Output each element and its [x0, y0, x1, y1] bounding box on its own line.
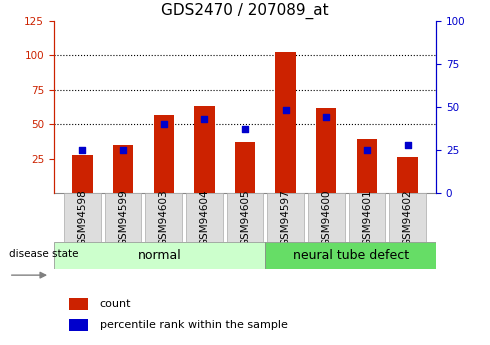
Point — [160, 121, 168, 127]
Bar — [64, 193, 100, 242]
Point — [78, 147, 86, 153]
Bar — [349, 193, 385, 242]
Bar — [153, 115, 174, 193]
Bar — [186, 193, 222, 242]
Text: GSM94601: GSM94601 — [362, 189, 372, 246]
Bar — [308, 193, 344, 242]
Point — [119, 147, 127, 153]
Bar — [316, 108, 337, 193]
Point — [322, 115, 330, 120]
Text: GSM94602: GSM94602 — [403, 189, 413, 246]
Text: disease state: disease state — [9, 249, 78, 259]
Point — [241, 127, 249, 132]
Bar — [357, 139, 377, 193]
Bar — [235, 142, 255, 193]
Bar — [113, 145, 133, 193]
Bar — [105, 193, 141, 242]
Bar — [227, 193, 263, 242]
Bar — [194, 106, 215, 193]
Title: GDS2470 / 207089_at: GDS2470 / 207089_at — [161, 3, 329, 19]
Text: GSM94599: GSM94599 — [118, 189, 128, 246]
Bar — [268, 193, 304, 242]
Text: GSM94603: GSM94603 — [159, 189, 169, 246]
Point — [200, 116, 208, 122]
Text: normal: normal — [138, 249, 181, 262]
Bar — [390, 193, 426, 242]
Text: GSM94605: GSM94605 — [240, 189, 250, 246]
Text: count: count — [100, 299, 131, 309]
Bar — [69, 319, 88, 331]
Text: GSM94598: GSM94598 — [77, 189, 87, 246]
Bar — [265, 241, 436, 269]
Point — [282, 108, 290, 113]
Bar — [146, 193, 182, 242]
Bar — [275, 52, 296, 193]
Text: GSM94597: GSM94597 — [281, 189, 291, 246]
Text: neural tube defect: neural tube defect — [293, 249, 409, 262]
Bar — [69, 298, 88, 310]
Point — [363, 147, 371, 153]
Text: GSM94600: GSM94600 — [321, 189, 331, 246]
Bar — [54, 241, 265, 269]
Text: GSM94604: GSM94604 — [199, 189, 209, 246]
Bar — [72, 155, 93, 193]
Text: percentile rank within the sample: percentile rank within the sample — [100, 320, 288, 330]
Bar — [397, 157, 418, 193]
Point — [404, 142, 412, 148]
